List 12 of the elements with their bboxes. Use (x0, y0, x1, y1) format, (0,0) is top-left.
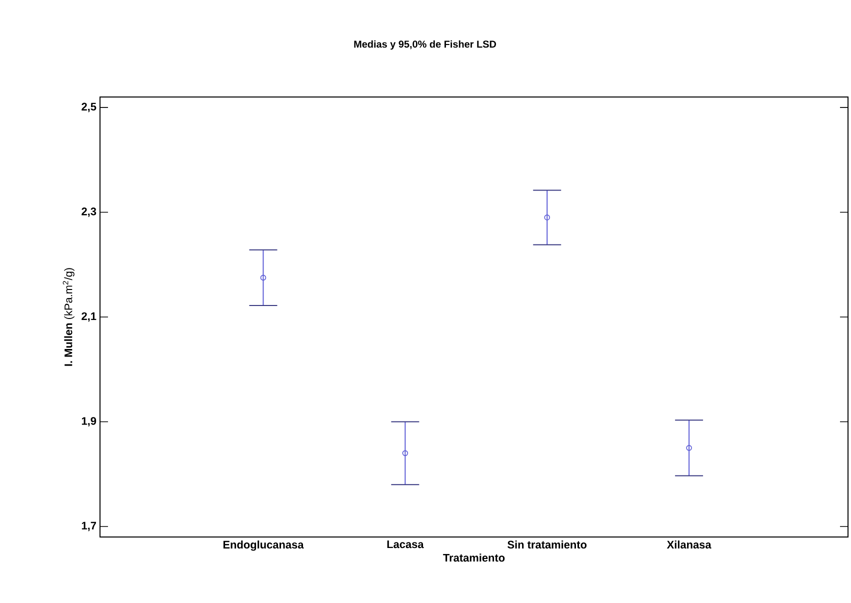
y-tick-label: 1,9 (82, 417, 96, 426)
chart-title: Medias y 95,0% de Fisher LSD (354, 40, 496, 50)
x-tick-label: Sin tratamiento (508, 540, 587, 549)
x-tick-label: Endoglucanasa (223, 540, 304, 551)
x-tick-label: Lacasa (387, 540, 424, 548)
x-tick-label: Xilanasa (666, 540, 712, 549)
y-tick-label: 2,3 (82, 208, 96, 217)
x-axis-title: Tratamiento (443, 554, 505, 562)
y-tick-label: 2,1 (82, 312, 96, 322)
y-axis-title: I. Mullen (kPa.m$^{2}$/g) (62, 268, 74, 366)
y-tick-label: 2,5 (82, 102, 96, 112)
y-tick-label: 1,7 (82, 522, 96, 532)
